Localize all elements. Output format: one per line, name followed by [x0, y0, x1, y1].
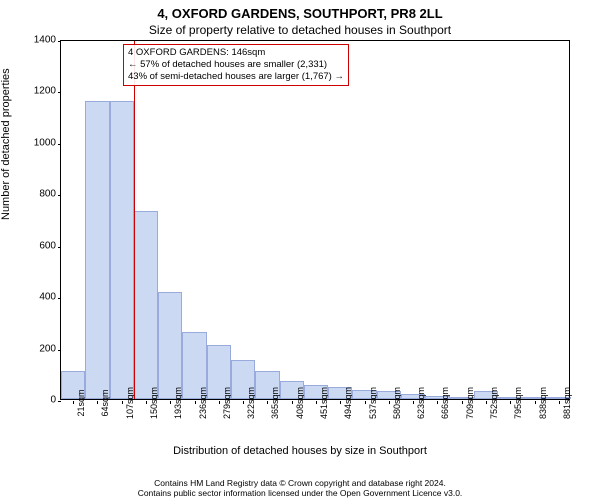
- xtick-mark: [510, 401, 511, 404]
- xtick-mark: [559, 401, 560, 404]
- ytick-mark: [58, 195, 61, 196]
- x-axis-label: Distribution of detached houses by size …: [0, 445, 600, 457]
- xtick-mark: [486, 401, 487, 404]
- y-axis-label: Number of detached properties: [0, 68, 12, 220]
- xtick-mark: [316, 401, 317, 404]
- footer-line1: Contains HM Land Registry data © Crown c…: [0, 478, 600, 488]
- xtick-mark: [243, 401, 244, 404]
- annotation-box: 4 OXFORD GARDENS: 146sqm← 57% of detache…: [123, 44, 349, 86]
- chart-plot-area: 21sqm64sqm107sqm150sqm193sqm236sqm279sqm…: [60, 40, 570, 400]
- histogram-bar: [158, 292, 182, 399]
- xtick-mark: [437, 401, 438, 404]
- xtick-label: 838sqm: [538, 387, 548, 419]
- ytick-label: 600: [39, 240, 56, 251]
- ytick-label: 800: [39, 189, 56, 200]
- xtick-mark: [365, 401, 366, 404]
- xtick-mark: [462, 401, 463, 404]
- xtick-label: 881sqm: [562, 387, 572, 419]
- histogram-bar: [85, 101, 109, 399]
- annotation-line2: ← 57% of detached houses are smaller (2,…: [128, 59, 344, 71]
- footer-line2: Contains public sector information licen…: [0, 488, 600, 498]
- ytick-mark: [58, 298, 61, 299]
- xtick-label: 623sqm: [416, 387, 426, 419]
- xtick-mark: [267, 401, 268, 404]
- reference-line: [134, 41, 135, 399]
- ytick-label: 400: [39, 292, 56, 303]
- ytick-mark: [58, 350, 61, 351]
- annotation-line3: 43% of semi-detached houses are larger (…: [128, 71, 344, 83]
- xtick-label: 795sqm: [513, 387, 523, 419]
- ytick-label: 200: [39, 343, 56, 354]
- ytick-mark: [58, 401, 61, 402]
- footer-attribution: Contains HM Land Registry data © Crown c…: [0, 478, 600, 498]
- xtick-label: 666sqm: [440, 387, 450, 419]
- xtick-mark: [340, 401, 341, 404]
- ytick-label: 0: [50, 395, 56, 406]
- xtick-mark: [535, 401, 536, 404]
- ytick-mark: [58, 92, 61, 93]
- xtick-mark: [146, 401, 147, 404]
- ytick-label: 1000: [34, 137, 56, 148]
- xtick-mark: [292, 401, 293, 404]
- ytick-label: 1200: [34, 86, 56, 97]
- ytick-label: 1400: [34, 35, 56, 46]
- xtick-mark: [195, 401, 196, 404]
- chart-title-sub: Size of property relative to detached ho…: [0, 21, 600, 37]
- xtick-label: 752sqm: [489, 387, 499, 419]
- xtick-mark: [219, 401, 220, 404]
- xtick-mark: [389, 401, 390, 404]
- histogram-bar: [110, 101, 134, 399]
- xtick-mark: [170, 401, 171, 404]
- xtick-mark: [73, 401, 74, 404]
- xtick-mark: [97, 401, 98, 404]
- ytick-mark: [58, 41, 61, 42]
- annotation-line1: 4 OXFORD GARDENS: 146sqm: [128, 47, 344, 59]
- chart-title-main: 4, OXFORD GARDENS, SOUTHPORT, PR8 2LL: [0, 0, 600, 21]
- ytick-mark: [58, 247, 61, 248]
- xtick-mark: [122, 401, 123, 404]
- histogram-bar: [134, 211, 158, 399]
- xtick-label: 580sqm: [392, 387, 402, 419]
- xtick-mark: [413, 401, 414, 404]
- ytick-mark: [58, 144, 61, 145]
